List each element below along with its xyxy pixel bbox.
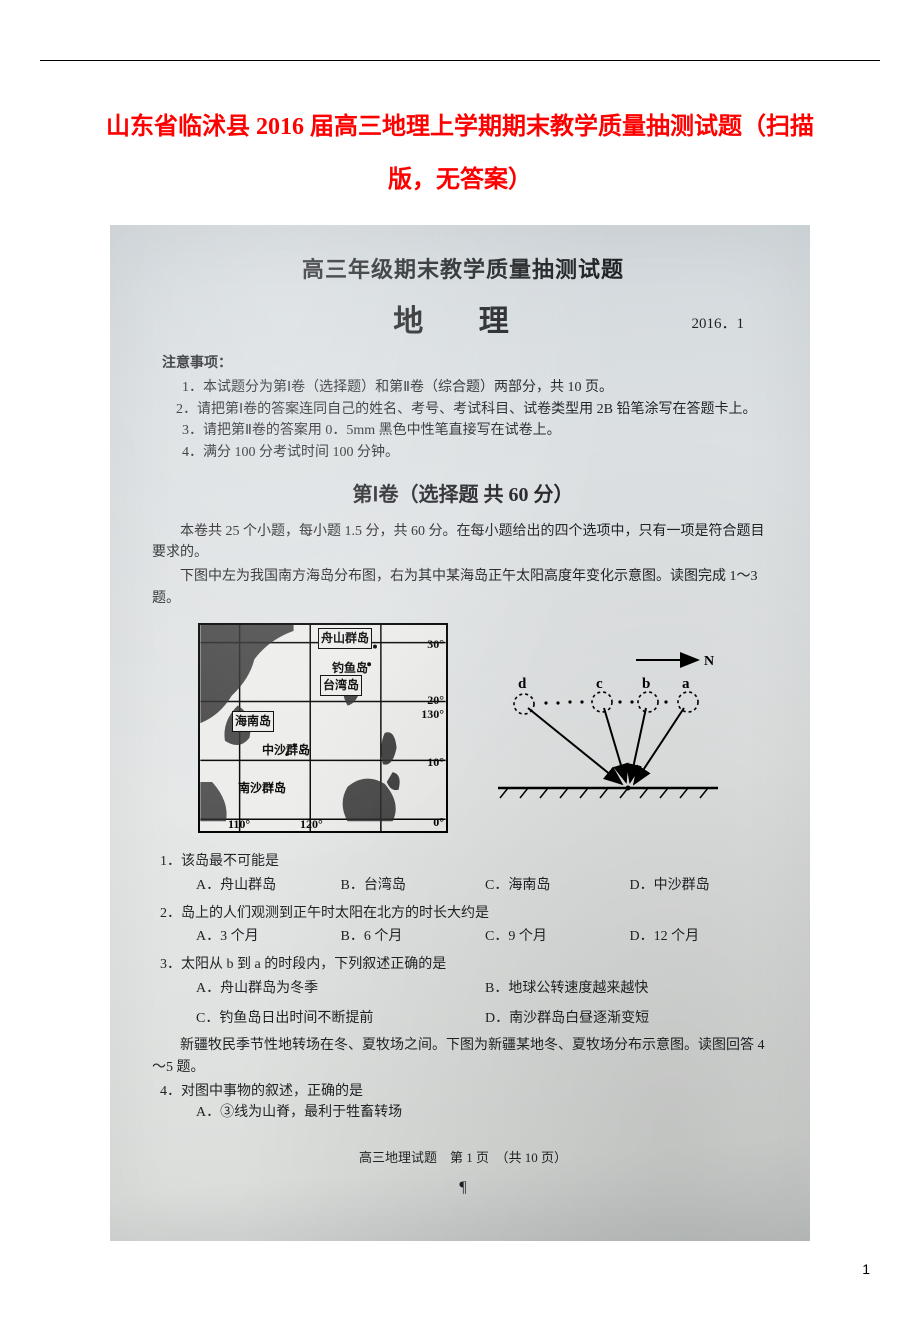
q2-opt-a: A．3 个月 bbox=[196, 926, 341, 948]
lat-10: 10° bbox=[427, 753, 444, 772]
q3-opt-b: B．地球公转速度越来越快 bbox=[485, 978, 774, 1000]
question-3: 3．太阳从 b 到 a 的时段内，下列叙述正确的是 bbox=[160, 954, 774, 976]
question-4: 4．对图中事物的叙述，正确的是 bbox=[160, 1081, 774, 1103]
lon-110: 110° bbox=[228, 815, 250, 834]
question-2: 2．岛上的人们观测到正午时太阳在北方的时长大约是 bbox=[160, 903, 774, 925]
sun-angle-figure: N bbox=[488, 638, 728, 818]
notice-heading: 注意事项： bbox=[162, 353, 774, 375]
notice-3: 3．请把第Ⅱ卷的答案用 0．5mm 黑色中性笔直接写在试卷上。 bbox=[182, 420, 774, 442]
q4-opt-a: A．③线为山脊，最利于牲畜转场 bbox=[196, 1102, 774, 1124]
scanned-exam-page: 高三年级期末教学质量抽测试题 地 理 2016．1 注意事项： 1．本试题分为第… bbox=[110, 225, 810, 1241]
map-label-taiwan: 台湾岛 bbox=[320, 675, 362, 696]
notice-1: 1．本试题分为第Ⅰ卷（选择题）和第Ⅱ卷（综合题）两部分，共 10 页。 bbox=[182, 377, 774, 399]
map-label-hainan: 海南岛 bbox=[232, 711, 274, 732]
q1-opt-d: D．中沙群岛 bbox=[630, 875, 775, 897]
section-intro-2: 下图中左为我国南方海岛分布图，右为其中某海岛正午太阳高度年变化示意图。读图完成 … bbox=[152, 566, 774, 609]
outer-title-line-2: 版，无答案） bbox=[40, 154, 880, 207]
question-1-options: A．舟山群岛 B．台湾岛 C．海南岛 D．中沙群岛 bbox=[196, 875, 774, 897]
q1-opt-b: B．台湾岛 bbox=[341, 875, 486, 897]
sun-letter-b: b bbox=[642, 676, 650, 692]
figures-row: 舟山群岛 钓鱼岛 台湾岛 海南岛 中沙群岛 南沙群岛 110° 120° 30°… bbox=[152, 623, 774, 833]
sun-letter-d: d bbox=[518, 676, 527, 692]
lat-0: 0° bbox=[433, 813, 444, 832]
sun-letter-a: a bbox=[682, 676, 690, 692]
sun-letter-c: c bbox=[596, 676, 603, 692]
page-wrapper: 山东省临沭县 2016 届高三地理上学期期末教学质量抽测试题（扫描 版，无答案）… bbox=[0, 0, 920, 1317]
question-1: 1．该岛最不可能是 bbox=[160, 851, 774, 873]
scan-page-footer: 高三地理试题 第 1 页 （共 10 页） bbox=[152, 1148, 774, 1168]
q2-opt-d: D．12 个月 bbox=[630, 926, 775, 948]
lat-30: 30° bbox=[427, 635, 444, 654]
outer-title-line-1: 山东省临沭县 2016 届高三地理上学期期末教学质量抽测试题（扫描 bbox=[40, 101, 880, 154]
subject-name: 地 理 bbox=[393, 299, 533, 346]
map-label-nansha: 南沙群岛 bbox=[238, 779, 286, 798]
q3-opt-d: D．南沙群岛白昼逐渐变短 bbox=[485, 1008, 774, 1030]
outer-page-number: 1 bbox=[40, 1261, 880, 1277]
q1-opt-a: A．舟山群岛 bbox=[196, 875, 341, 897]
sun-svg: N bbox=[488, 638, 728, 818]
q1-opt-c: C．海南岛 bbox=[485, 875, 630, 897]
notice-2: 2．请把第Ⅰ卷的答案连同自己的姓名、考号、考试科目、试卷类型用 2B 铅笔涂写在… bbox=[162, 399, 774, 421]
north-label: N bbox=[704, 654, 714, 669]
section-intro-1: 本卷共 25 个小题，每小题 1.5 分，共 60 分。在每小题给出的四个选项中… bbox=[152, 521, 774, 564]
bridge-text: 新疆牧民季节性地转场在冬、夏牧场之间。下图为新疆某地冬、夏牧场分布示意图。读图回… bbox=[152, 1035, 774, 1078]
notice-4: 4．满分 100 分考试时间 100 分钟。 bbox=[182, 442, 774, 464]
q2-opt-c: C．9 个月 bbox=[485, 926, 630, 948]
exam-title: 高三年级期末教学质量抽测试题 bbox=[152, 253, 774, 287]
top-rule bbox=[40, 60, 880, 61]
map-label-zhoushan: 舟山群岛 bbox=[318, 628, 372, 649]
lon-120: 120° bbox=[300, 815, 323, 834]
q3-opt-c: C．钓鱼岛日出时间不断提前 bbox=[196, 1008, 485, 1030]
q3-opt-a: A．舟山群岛为冬季 bbox=[196, 978, 485, 1000]
outer-document-title: 山东省临沭县 2016 届高三地理上学期期末教学质量抽测试题（扫描 版，无答案） bbox=[40, 101, 880, 207]
map-figure: 舟山群岛 钓鱼岛 台湾岛 海南岛 中沙群岛 南沙群岛 110° 120° 30°… bbox=[198, 623, 448, 833]
section-1-header: 第Ⅰ卷（选择题 共 60 分） bbox=[152, 480, 774, 511]
question-2-options: A．3 个月 B．6 个月 C．9 个月 D．12 个月 bbox=[196, 926, 774, 948]
subject-row: 地 理 2016．1 bbox=[152, 299, 774, 346]
q2-opt-b: B．6 个月 bbox=[341, 926, 486, 948]
exam-date: 2016．1 bbox=[691, 313, 744, 336]
map-label-zhongsha: 中沙群岛 bbox=[262, 741, 310, 760]
question-3-options: A．舟山群岛为冬季 B．地球公转速度越来越快 C．钓鱼岛日出时间不断提前 D．南… bbox=[196, 978, 774, 1029]
lon-130: 130° bbox=[421, 705, 444, 724]
footer-mark: ¶ bbox=[152, 1176, 774, 1201]
